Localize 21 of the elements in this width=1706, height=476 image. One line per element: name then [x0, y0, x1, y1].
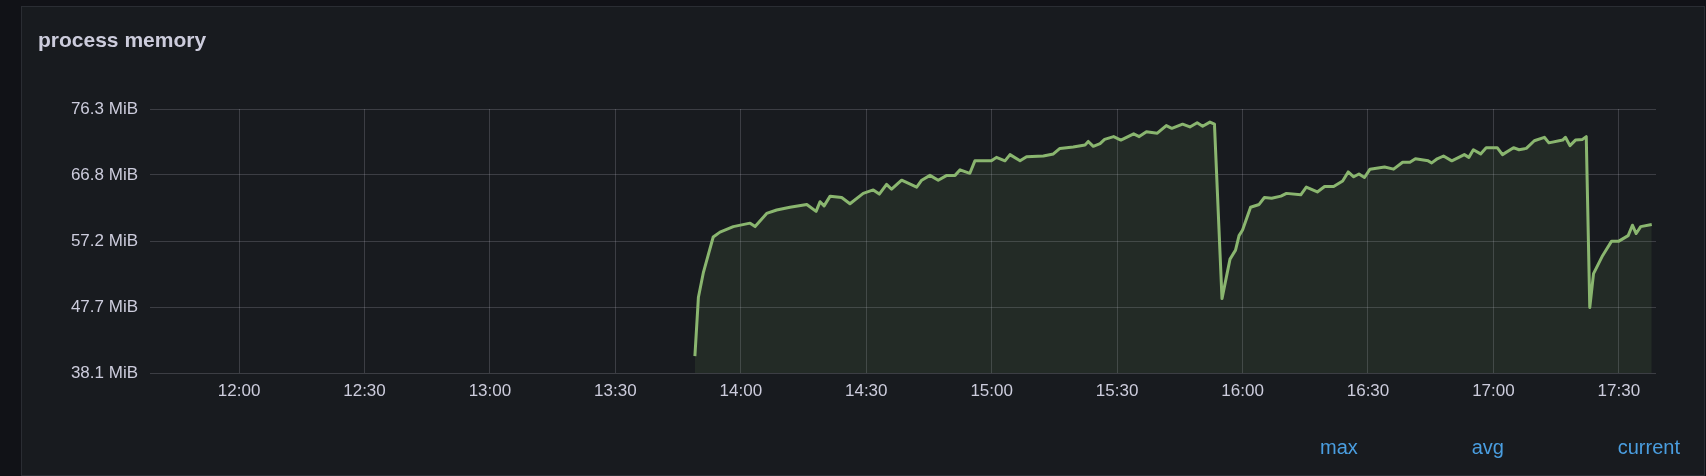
y-tick-label: 66.8 MiB — [70, 164, 138, 184]
x-tick-label: 12:30 — [343, 380, 386, 400]
x-tick-label: 16:00 — [1221, 380, 1264, 400]
x-tick-label: 17:00 — [1472, 380, 1515, 400]
y-tick-label: 57.2 MiB — [70, 230, 138, 250]
x-tick-label: 14:30 — [844, 380, 888, 400]
y-tick-label: 76.3 MiB — [70, 98, 138, 118]
x-tick-label: 15:00 — [970, 380, 1013, 400]
x-tick-label: 14:00 — [719, 380, 763, 400]
y-tick-label: 47.7 MiB — [70, 296, 138, 316]
text: current — [1617, 436, 1680, 459]
text: avg — [1471, 436, 1504, 459]
x-tick-label: 13:30 — [594, 380, 637, 400]
x-tick-label: 13:00 — [468, 380, 512, 400]
x-tick-label: 16:30 — [1346, 380, 1390, 400]
chart-title: process memory — [38, 28, 207, 52]
x-tick-label: 15:30 — [1095, 380, 1139, 400]
text: max — [1320, 436, 1358, 459]
x-tick-label: 17:30 — [1597, 380, 1641, 400]
y-tick-label: 38.1 MiB — [70, 362, 138, 382]
x-tick-label: 12:00 — [217, 380, 261, 400]
